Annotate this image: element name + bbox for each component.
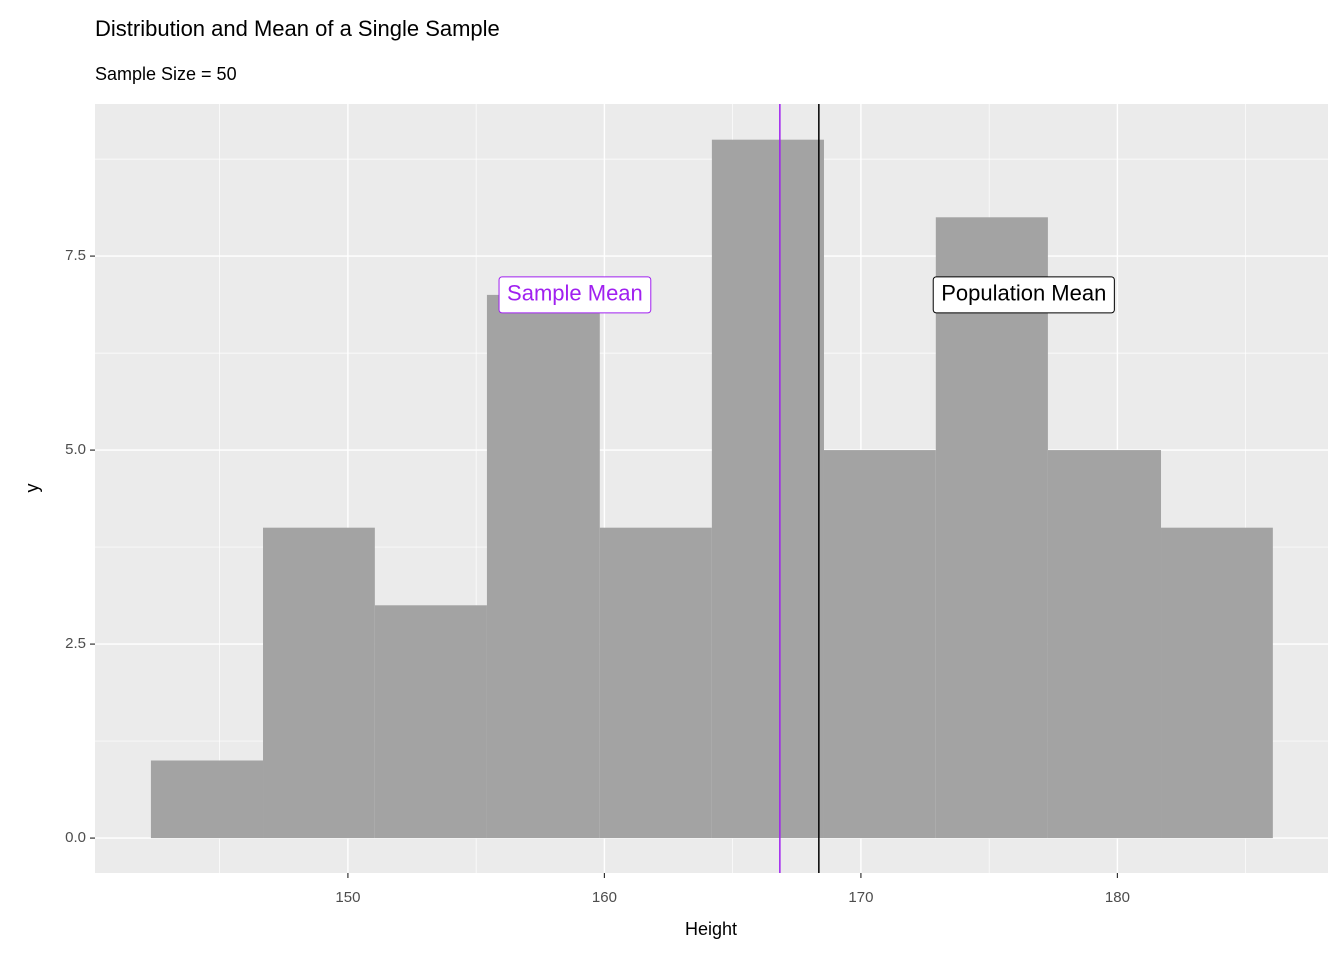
bar (374, 605, 487, 839)
bar (1047, 450, 1162, 839)
chart-subtitle: Sample Size = 50 (95, 64, 237, 84)
mean-label: Population Mean (941, 281, 1106, 306)
y-tick-label: 5.0 (65, 441, 86, 458)
label-box (498, 276, 652, 314)
chart-title: Distribution and Mean of a Single Sample (95, 16, 500, 41)
bar (935, 217, 1048, 839)
x-tick-label: 180 (1105, 889, 1130, 906)
y-tick-label: 2.5 (65, 635, 86, 652)
y-tick-label: 7.5 (65, 247, 86, 264)
bar (486, 294, 600, 839)
x-axis-label: Height (685, 919, 737, 939)
bar (150, 760, 264, 839)
bar (599, 527, 712, 839)
bar (711, 139, 824, 839)
y-axis-label: y (22, 484, 42, 493)
x-tick-label: 150 (335, 889, 360, 906)
x-tick-label: 160 (592, 889, 617, 906)
label-box (932, 276, 1115, 314)
y-tick-label: 0.0 (65, 829, 86, 846)
bar (1161, 527, 1273, 839)
bar (263, 527, 375, 839)
bar (823, 450, 936, 839)
mean-label: Sample Mean (507, 281, 643, 306)
x-tick-label: 170 (848, 889, 873, 906)
